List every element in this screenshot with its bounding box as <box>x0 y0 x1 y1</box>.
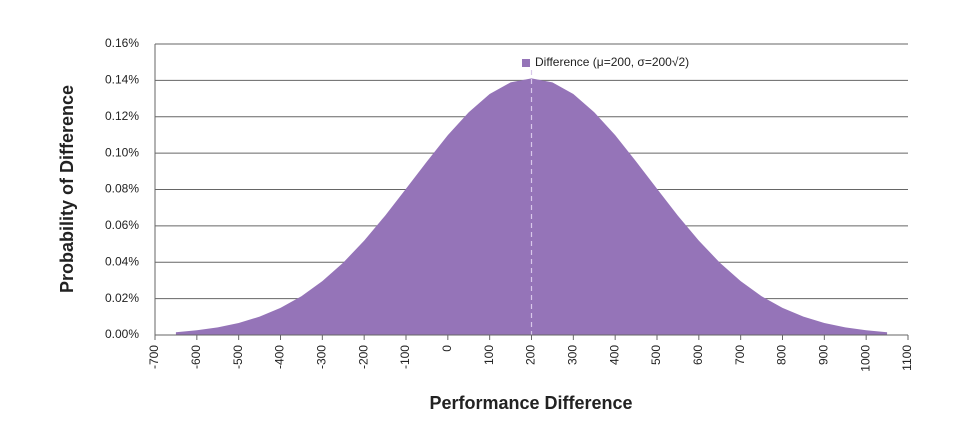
y-tick-label: 0.14% <box>105 73 139 87</box>
y-tick-label: 0.06% <box>105 218 139 232</box>
x-tick-label: 300 <box>566 345 580 365</box>
x-tick-label: 400 <box>607 345 621 365</box>
x-tick-label: 1000 <box>858 345 872 372</box>
x-tick-label: 200 <box>524 345 538 365</box>
y-tick-label: 0.08% <box>105 182 139 196</box>
x-tick-label: -300 <box>315 345 329 369</box>
x-tick-label: 0 <box>440 345 454 352</box>
x-tick-label: -600 <box>189 345 203 369</box>
y-tick-label: 0.02% <box>105 291 139 305</box>
x-tick-label: -400 <box>273 345 287 369</box>
x-tick-label: 700 <box>733 345 747 365</box>
x-tick-label: 500 <box>649 345 663 365</box>
x-tick-label: 600 <box>691 345 705 365</box>
x-tick-label: 800 <box>775 345 789 365</box>
y-axis-title: Probability of Difference <box>57 85 77 293</box>
x-tick-label: -200 <box>356 345 370 369</box>
x-axis-title: Performance Difference <box>429 393 632 413</box>
x-tick-label: 1100 <box>900 345 914 371</box>
x-tick-label: -100 <box>398 345 412 369</box>
y-tick-label: 0.16% <box>105 36 139 50</box>
x-tick-label: 900 <box>817 345 831 365</box>
y-tick-label: 0.00% <box>105 327 139 341</box>
x-tick-label: 100 <box>482 345 496 365</box>
x-tick-label: -500 <box>231 345 245 369</box>
y-tick-label: 0.10% <box>105 145 139 159</box>
y-tick-label: 0.12% <box>105 109 139 123</box>
legend-marker <box>522 59 530 67</box>
y-tick-label: 0.04% <box>105 254 139 268</box>
legend-label: Difference (μ=200, σ=200√2) <box>535 55 689 69</box>
x-tick-label: -700 <box>147 345 161 369</box>
